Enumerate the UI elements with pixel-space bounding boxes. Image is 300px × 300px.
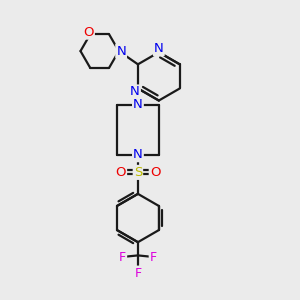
Text: O: O [83, 26, 94, 39]
Text: F: F [119, 251, 126, 264]
Text: N: N [130, 85, 140, 98]
Text: O: O [150, 166, 160, 179]
Text: S: S [134, 166, 142, 179]
Text: N: N [116, 45, 126, 58]
Text: N: N [133, 98, 143, 111]
Text: F: F [150, 251, 157, 264]
Text: N: N [154, 42, 164, 55]
Text: N: N [133, 148, 143, 161]
Text: O: O [116, 166, 126, 179]
Text: F: F [134, 267, 142, 280]
